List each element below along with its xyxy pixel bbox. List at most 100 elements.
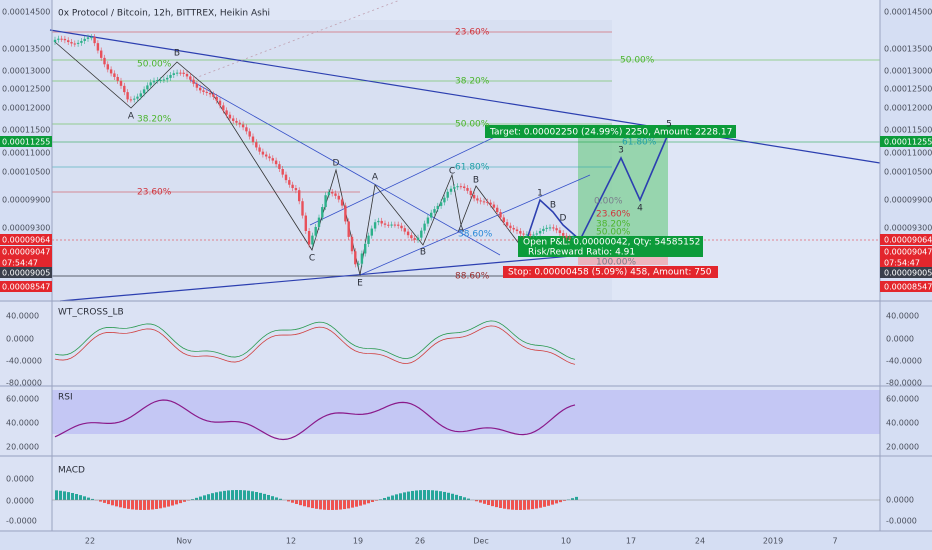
price-tag-label: 0.00009005: [2, 269, 50, 278]
macd-bar: [355, 500, 358, 507]
indicator-axis-label: 0.0000: [886, 496, 914, 505]
indicator-axis-label: 0.0000: [6, 497, 34, 506]
macd-bar: [343, 500, 346, 510]
time-label: Dec: [473, 537, 488, 546]
macd-bar: [63, 491, 66, 500]
macd-bar: [463, 497, 466, 500]
price-tag-label: 0.00008547: [2, 283, 50, 292]
indicator-name: MACD: [58, 466, 85, 476]
macd-bar: [59, 490, 62, 500]
time-label: 2019: [763, 537, 783, 546]
fib-label: 88.60%: [455, 272, 490, 282]
price-label: 0.00009300: [2, 224, 50, 233]
indicator-axis-label: -80.0000: [6, 379, 42, 388]
macd-bar: [479, 500, 482, 503]
macd-bar: [179, 500, 182, 504]
macd-bar: [371, 500, 374, 502]
macd-bar: [467, 498, 470, 500]
candle: [449, 188, 453, 192]
macd-bar: [107, 500, 110, 505]
macd-bar: [399, 493, 402, 500]
candle: [505, 222, 509, 226]
candle: [142, 89, 146, 94]
wave-label: D: [333, 159, 340, 169]
candle: [383, 223, 387, 225]
candle: [278, 164, 281, 170]
macd-bar: [295, 500, 298, 504]
macd-bar: [291, 500, 294, 503]
candle: [179, 72, 182, 74]
candle: [496, 207, 499, 213]
macd-bar: [127, 500, 130, 509]
candle: [166, 77, 169, 80]
candle: [284, 174, 288, 181]
fib-label: 38.20%: [455, 77, 490, 87]
macd-bar: [115, 500, 118, 507]
macd-bar: [247, 490, 250, 500]
fib-label: 38.60%: [458, 230, 493, 240]
wave-label: E: [357, 279, 363, 289]
macd-bar: [259, 492, 262, 500]
indicator-axis-label: 20.0000: [6, 443, 39, 452]
candle: [334, 193, 337, 196]
candle: [258, 147, 261, 152]
candle: [63, 38, 67, 41]
macd-bar: [331, 500, 334, 510]
candle: [238, 122, 241, 125]
time-label: 7: [832, 537, 837, 546]
candle: [162, 79, 166, 81]
macd-bar: [379, 499, 382, 500]
macd-bar: [91, 498, 94, 500]
macd-bar: [563, 500, 566, 501]
macd-bar: [323, 500, 326, 510]
macd-bar: [503, 500, 506, 509]
macd-bar: [543, 500, 546, 507]
candle: [390, 224, 393, 226]
price-tag: [0, 281, 52, 292]
macd-bar: [531, 500, 534, 510]
macd-bar: [319, 500, 322, 510]
candle: [535, 233, 538, 235]
rsi-line: [54, 399, 576, 441]
macd-bar: [243, 490, 246, 500]
candle: [522, 233, 525, 235]
candle: [456, 186, 459, 188]
candle: [133, 98, 136, 100]
candle: [423, 223, 426, 231]
candle: [103, 57, 106, 65]
target-zone: [578, 132, 668, 240]
macd-bar: [435, 490, 438, 500]
price-label: 0.00011500: [884, 126, 932, 135]
macd-bar: [139, 500, 142, 510]
stop-box: [503, 266, 718, 278]
macd-bar: [203, 495, 206, 500]
price-label: 0.00011500: [2, 126, 50, 135]
fib-label: 23.60%: [596, 210, 631, 220]
macd-bar: [395, 494, 398, 500]
wave-label: 1: [537, 189, 543, 199]
candle: [146, 85, 149, 90]
time-label: 22: [85, 537, 95, 546]
candle: [212, 94, 215, 97]
candle: [331, 191, 334, 194]
candle: [288, 180, 291, 185]
candle: [189, 76, 192, 80]
macd-bar: [403, 492, 406, 500]
candle: [397, 224, 400, 226]
macd-bar: [335, 500, 338, 510]
macd-bar: [75, 494, 78, 500]
macd-bar: [519, 500, 522, 510]
price-tag: [0, 234, 52, 245]
candle: [119, 80, 123, 86]
macd-bar: [375, 500, 378, 501]
macd-bar: [451, 493, 454, 500]
macd-bar: [211, 493, 214, 500]
candle: [106, 64, 109, 70]
indicator-axis-label: 0.0000: [886, 335, 914, 344]
price-tag: [880, 136, 932, 147]
trend-line: [59, 249, 641, 302]
candle: [156, 80, 159, 82]
candle: [123, 85, 126, 93]
macd-bar: [571, 498, 574, 500]
candle: [93, 37, 96, 44]
